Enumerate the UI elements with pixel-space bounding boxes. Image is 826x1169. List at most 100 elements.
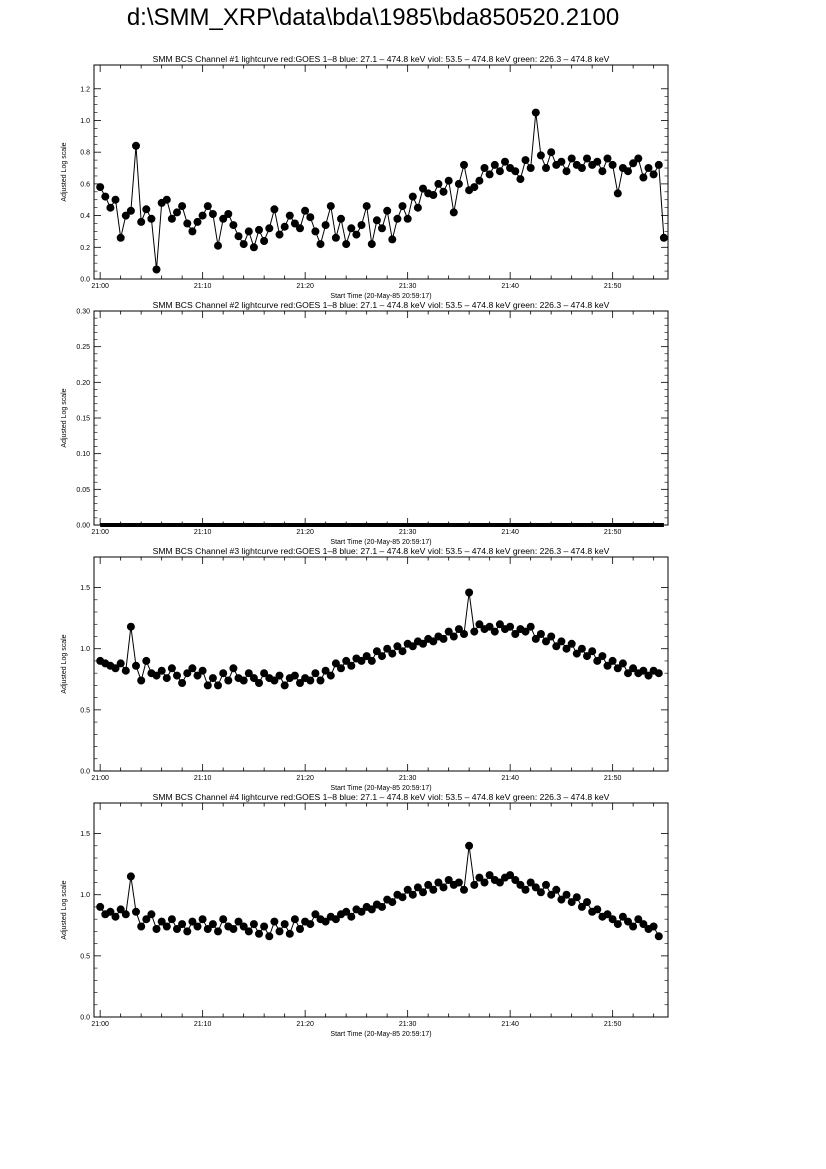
data-point bbox=[588, 647, 597, 656]
data-point bbox=[111, 195, 120, 204]
data-point bbox=[562, 644, 571, 653]
data-point bbox=[608, 160, 617, 169]
data-point bbox=[583, 154, 591, 163]
data-point bbox=[132, 661, 140, 670]
data-point bbox=[183, 219, 192, 228]
data-point bbox=[234, 232, 243, 241]
data-point bbox=[239, 240, 248, 249]
data-point bbox=[470, 627, 479, 636]
y-axis-label: Adjusted Log scale bbox=[61, 388, 68, 447]
y-tick-label: 0.05 bbox=[76, 487, 90, 494]
x-tick-label: 21:20 bbox=[296, 529, 314, 536]
data-point bbox=[347, 661, 356, 670]
data-point bbox=[577, 164, 586, 172]
data-point bbox=[413, 203, 422, 212]
data-point bbox=[132, 141, 140, 150]
data-point bbox=[280, 222, 289, 231]
data-point bbox=[475, 176, 484, 185]
data-point bbox=[449, 208, 458, 217]
data-point bbox=[383, 644, 392, 653]
data-point bbox=[547, 890, 556, 899]
data-point bbox=[439, 883, 448, 892]
data-point bbox=[485, 871, 494, 880]
data-point bbox=[552, 642, 561, 651]
data-point bbox=[480, 878, 489, 887]
data-point bbox=[290, 671, 299, 680]
data-point bbox=[178, 920, 187, 929]
data-point bbox=[624, 669, 632, 678]
data-point bbox=[342, 240, 351, 249]
data-point bbox=[208, 674, 217, 683]
data-point bbox=[439, 634, 448, 643]
data-point bbox=[306, 920, 315, 929]
data-point bbox=[311, 910, 320, 919]
data-point bbox=[321, 221, 330, 230]
y-tick-label: 0.00 bbox=[76, 523, 90, 530]
data-point bbox=[285, 211, 294, 220]
data-point bbox=[142, 656, 151, 665]
data-point bbox=[249, 674, 258, 683]
data-point bbox=[203, 202, 212, 211]
data-point bbox=[593, 157, 602, 166]
data-point bbox=[142, 915, 151, 924]
x-tick-label: 21:50 bbox=[604, 283, 622, 290]
data-point bbox=[229, 925, 238, 933]
data-point bbox=[378, 902, 386, 911]
chart-panel-3: SMM BCS Channel #3 lightcurve red:GOES 1… bbox=[61, 546, 669, 792]
data-point bbox=[393, 642, 402, 651]
data-point bbox=[577, 902, 586, 911]
x-tick-label: 21:00 bbox=[91, 529, 109, 536]
data-point bbox=[372, 216, 381, 225]
data-point bbox=[511, 876, 520, 884]
x-tick-label: 21:50 bbox=[604, 1021, 622, 1028]
chart-panel-4: SMM BCS Channel #4 lightcurve red:GOES 1… bbox=[61, 792, 669, 1038]
data-point bbox=[219, 669, 228, 678]
data-point bbox=[321, 666, 330, 675]
data-point bbox=[157, 666, 166, 675]
x-tick-label: 21:30 bbox=[399, 775, 417, 782]
data-point bbox=[178, 202, 187, 211]
data-point bbox=[152, 925, 161, 933]
data-point bbox=[624, 917, 632, 926]
y-tick-label: 0.25 bbox=[76, 344, 90, 351]
data-point bbox=[629, 922, 638, 931]
data-point bbox=[126, 872, 135, 881]
data-point bbox=[506, 622, 515, 631]
data-point bbox=[193, 922, 202, 931]
x-tick-label: 21:10 bbox=[194, 1021, 212, 1028]
data-point bbox=[265, 932, 274, 941]
data-point bbox=[639, 173, 648, 182]
y-axis-label: Adjusted Log scale bbox=[61, 880, 68, 939]
data-point bbox=[429, 885, 438, 894]
data-point bbox=[249, 243, 258, 252]
data-point bbox=[342, 656, 351, 665]
data-point bbox=[367, 656, 376, 665]
data-point bbox=[419, 888, 427, 897]
data-point bbox=[536, 888, 545, 897]
data-point bbox=[593, 656, 602, 665]
data-point bbox=[152, 265, 161, 274]
y-tick-label: 0.5 bbox=[80, 707, 90, 714]
data-point bbox=[388, 649, 397, 658]
data-point bbox=[419, 639, 427, 648]
plot-frame bbox=[93, 556, 669, 772]
data-point bbox=[260, 922, 269, 931]
x-axis-label: Start Time (20-May-85 20:59:17) bbox=[330, 1031, 431, 1038]
data-point bbox=[460, 160, 468, 169]
data-point bbox=[244, 927, 253, 936]
data-point bbox=[285, 929, 294, 938]
data-point bbox=[316, 676, 325, 685]
data-point bbox=[214, 241, 222, 250]
data-point bbox=[398, 647, 407, 656]
x-tick-label: 21:40 bbox=[501, 775, 519, 782]
data-point bbox=[393, 214, 402, 223]
data-point bbox=[357, 907, 366, 916]
data-point bbox=[419, 184, 427, 193]
data-point bbox=[644, 671, 653, 680]
data-point bbox=[649, 922, 658, 931]
x-tick-label: 21:50 bbox=[604, 775, 622, 782]
data-point bbox=[316, 240, 325, 249]
data-point bbox=[542, 164, 550, 172]
data-point bbox=[301, 206, 310, 215]
data-point bbox=[290, 219, 299, 228]
